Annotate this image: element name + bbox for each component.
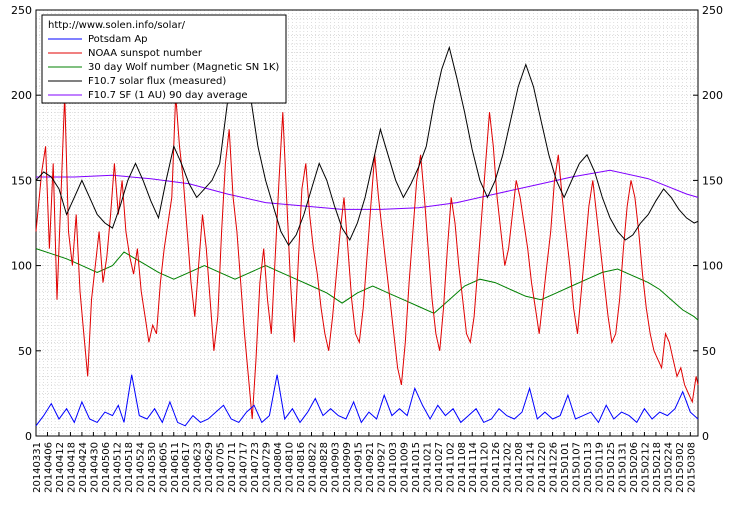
x-tick-label: 20141126: [491, 442, 502, 493]
x-tick-label: 20141226: [549, 442, 560, 493]
x-tick-label: 20140412: [55, 442, 66, 493]
legend-entry: F10.7 solar flux (measured): [88, 76, 226, 87]
x-tick-label: 20141114: [468, 442, 479, 493]
x-tick-label: 20140430: [89, 442, 100, 493]
x-tick-label: 20141021: [422, 442, 433, 493]
y-tick-label-left: 200: [11, 89, 32, 102]
x-tick-label: 20140506: [101, 442, 112, 493]
legend-entry: F10.7 SF (1 AU) 90 day average: [88, 90, 248, 101]
x-tick-label: 20140711: [227, 442, 238, 493]
x-tick-label: 20141027: [434, 442, 445, 493]
y-tick-label-right: 50: [702, 345, 716, 358]
legend-entry: NOAA sunspot number: [88, 48, 203, 59]
x-tick-label: 20140617: [181, 442, 192, 493]
x-tick-label: 20140418: [66, 442, 77, 493]
x-tick-label: 20141003: [388, 442, 399, 493]
x-tick-label: 20141220: [537, 442, 548, 493]
x-tick-label: 20140927: [376, 442, 387, 493]
y-axis-right: 0 50 100 150 200 250: [693, 4, 723, 443]
series-line-3: [35, 45, 699, 247]
x-tick-label: 20140331: [32, 442, 43, 493]
x-tick-label: 20140810: [285, 442, 296, 493]
series-line-1: [35, 95, 699, 420]
plot-frame: [35, 9, 699, 437]
x-tick-label: 20140723: [250, 442, 261, 493]
x-tick-label: 20150107: [572, 442, 583, 493]
x-tick-label: 20140611: [170, 442, 181, 493]
x-tick-label: 20150101: [560, 442, 571, 493]
y-tick-label-left: 150: [11, 174, 32, 187]
x-tick-label: 20140729: [262, 442, 273, 493]
x-tick-label: 20140921: [365, 442, 376, 493]
y-tick-label-right: 100: [702, 260, 723, 273]
x-tick-label: 20140717: [239, 442, 250, 493]
x-tick-label: 20140804: [273, 442, 284, 493]
x-tick-label: 20141108: [457, 442, 468, 493]
x-tick-label: 20141009: [399, 442, 410, 493]
x-tick-label: 20150119: [595, 442, 606, 493]
x-tick-label: 20140530: [147, 442, 158, 493]
x-tick-label: 20140816: [296, 442, 307, 493]
x-tick-label: 20140605: [158, 442, 169, 493]
x-tick-label: 20150302: [675, 442, 686, 493]
x-tick-label: 20150131: [617, 442, 628, 493]
x-tick-label: 20141208: [514, 442, 525, 493]
series-line-2: [35, 248, 699, 321]
x-tick-label: 20140909: [342, 442, 353, 493]
y-tick-label-right: 200: [702, 89, 723, 102]
x-tick-label: 20150212: [640, 442, 651, 493]
x-tick-label: 20140623: [193, 442, 204, 493]
x-tick-label: 20141202: [503, 442, 514, 493]
legend-items: Potsdam Ap NOAA sunspot number 30 day Wolf…: [48, 34, 279, 101]
y-tick-label-left: 100: [11, 260, 32, 273]
legend-entry: 30 day Wolf number (Magnetic SN 1K): [88, 62, 279, 73]
y-axis-left: 0 50 100 150 200 250: [11, 4, 41, 443]
x-tick-label: 20140629: [204, 442, 215, 493]
x-tick-label: 20141102: [445, 442, 456, 493]
y-tick-label-left: 50: [18, 345, 32, 358]
x-tick-label: 20140903: [330, 442, 341, 493]
series-layer: [35, 45, 699, 427]
x-tick-label: 20140406: [43, 442, 54, 493]
x-tick-label: 20140524: [135, 442, 146, 493]
x-tick-label: 20150206: [629, 442, 640, 493]
x-tick-label: 20150218: [652, 442, 663, 493]
x-tick-label: 20140512: [112, 442, 123, 493]
x-tick-label: 20150224: [663, 442, 674, 493]
x-tick-label: 20150125: [606, 442, 617, 493]
x-tick-label: 20141214: [526, 442, 537, 493]
x-tick-label: 20140915: [353, 442, 364, 493]
x-tick-label: 20140828: [319, 442, 330, 493]
legend-entry: Potsdam Ap: [88, 34, 148, 45]
x-tick-label: 20140705: [216, 442, 227, 493]
x-tick-label: 20141015: [411, 442, 422, 493]
x-tick-label: 20140424: [78, 442, 89, 493]
y-tick-label-right: 150: [702, 174, 723, 187]
legend: http://www.solen.info/solar/ Potsdam Ap N…: [41, 14, 287, 104]
x-tick-label: 20140822: [308, 442, 319, 493]
y-tick-label-left: 0: [25, 430, 32, 443]
series-line-4: [36, 169, 699, 210]
x-axis: 20140331 20140406 20140412 20140418 20140424…: [32, 432, 697, 493]
legend-box: [41, 14, 287, 104]
y-tick-label-right: 250: [702, 4, 723, 17]
x-tick-label: 20141120: [480, 442, 491, 493]
y-tick-label-right: 0: [702, 430, 709, 443]
series-line-0: [35, 374, 699, 427]
y-tick-label-left: 250: [11, 4, 32, 17]
x-tick-label: 20140518: [124, 442, 135, 493]
legend-source-url: http://www.solen.info/solar/: [48, 20, 186, 31]
x-tick-label: 20150113: [583, 442, 594, 493]
x-tick-label: 20150308: [686, 442, 697, 493]
